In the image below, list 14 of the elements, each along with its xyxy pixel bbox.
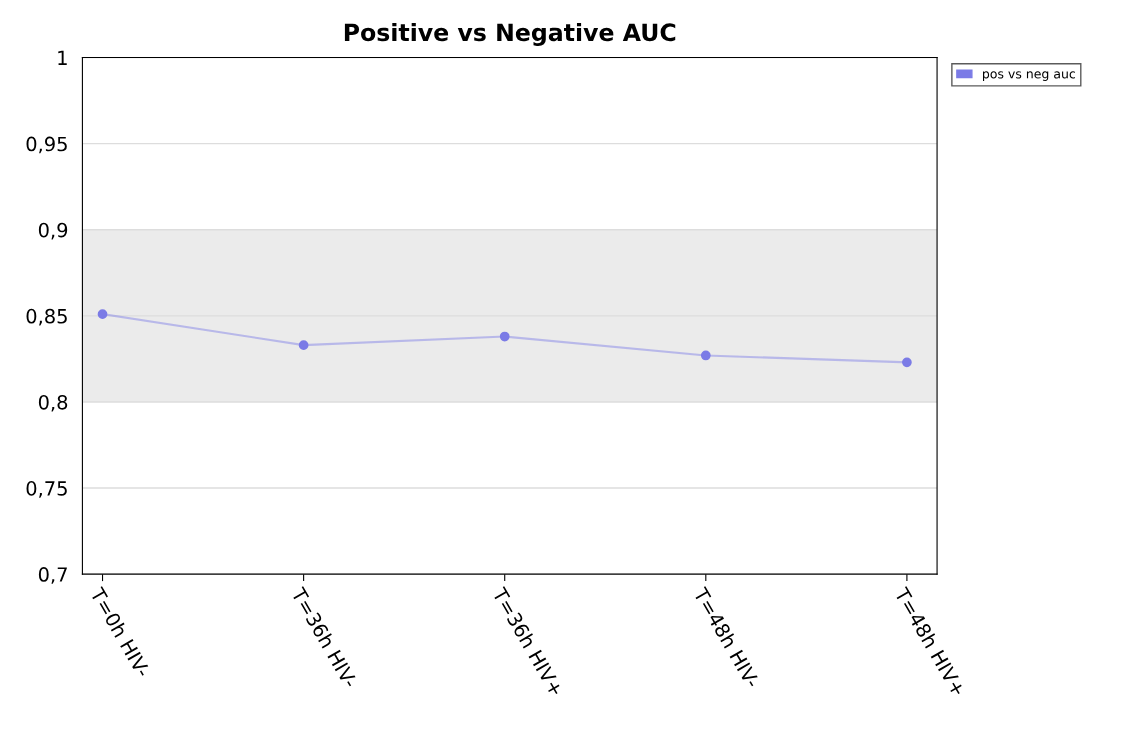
y-tick-label: 0,7 [38,567,67,584]
chart-title: Positive vs Negative AUC [344,22,676,46]
point [700,350,711,361]
y-tick-label: 0,95 [26,136,67,154]
point [298,340,309,350]
y-tick-label: 0,85 [26,308,67,326]
legend-label: pos vs neg auc [983,71,1076,81]
point [902,357,912,368]
y-tick-label: 0,9 [38,222,68,240]
y-tick-label: 0,8 [38,394,68,412]
point [499,331,510,342]
point [97,309,108,320]
y-tick-label: 0,75 [26,481,67,498]
y-tick-label: 1 [58,50,67,65]
